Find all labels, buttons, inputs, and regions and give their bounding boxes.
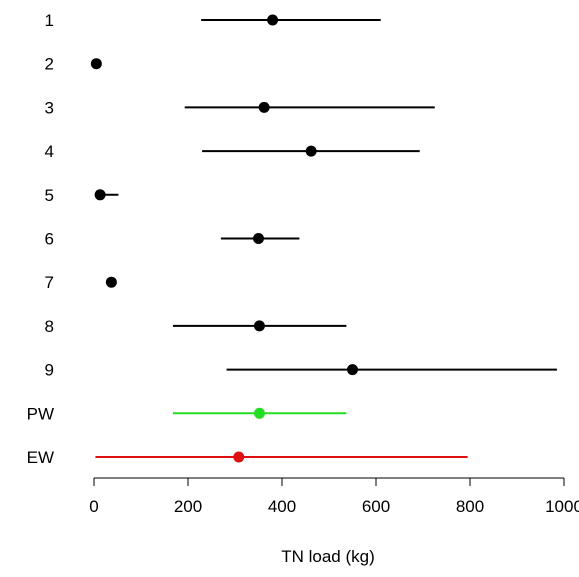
row-pw: PW <box>27 404 347 423</box>
row-3: 3 <box>45 98 435 117</box>
row-4: 4 <box>45 142 420 161</box>
row-8: 8 <box>45 317 347 336</box>
category-label: 6 <box>45 230 54 249</box>
rows-layer: 1 2 3 4 5 6 7 8 9 PW EW <box>27 11 557 467</box>
category-label: 2 <box>45 55 54 74</box>
row-7: 7 <box>45 273 117 292</box>
row-5: 5 <box>45 186 119 205</box>
estimate-point <box>105 276 117 288</box>
estimate-point <box>90 58 102 70</box>
estimate-point <box>233 451 245 463</box>
estimate-point <box>253 407 265 419</box>
estimate-point <box>305 145 317 157</box>
category-label: 8 <box>45 317 54 336</box>
x-tick-label: 0 <box>89 497 98 516</box>
category-label: 1 <box>45 11 54 30</box>
x-axis-title: TN load (kg) <box>281 547 375 566</box>
x-tick-label: 200 <box>174 497 202 516</box>
category-label: 7 <box>45 273 54 292</box>
x-tick-label: 600 <box>362 497 390 516</box>
category-label: 9 <box>45 361 54 380</box>
row-2: 2 <box>45 55 102 74</box>
category-label: 4 <box>45 142 54 161</box>
estimate-point <box>253 233 264 244</box>
row-6: 6 <box>45 230 300 249</box>
x-axis: 0 200 400 600 800 1000 <box>89 477 579 516</box>
row-ew: EW <box>27 448 468 467</box>
category-label: 3 <box>45 98 54 117</box>
estimate-point <box>253 320 265 332</box>
row-1: 1 <box>45 11 381 30</box>
estimate-point <box>94 189 106 201</box>
estimate-point <box>258 101 270 113</box>
x-tick-label: 800 <box>456 497 484 516</box>
category-label: 5 <box>45 186 54 205</box>
estimate-point <box>267 14 279 26</box>
x-tick-label: 1000 <box>545 497 579 516</box>
x-tick-label: 400 <box>268 497 296 516</box>
estimate-point <box>347 364 358 376</box>
row-9: 9 <box>45 361 557 380</box>
category-label: PW <box>27 404 54 423</box>
category-label: EW <box>27 448 54 467</box>
